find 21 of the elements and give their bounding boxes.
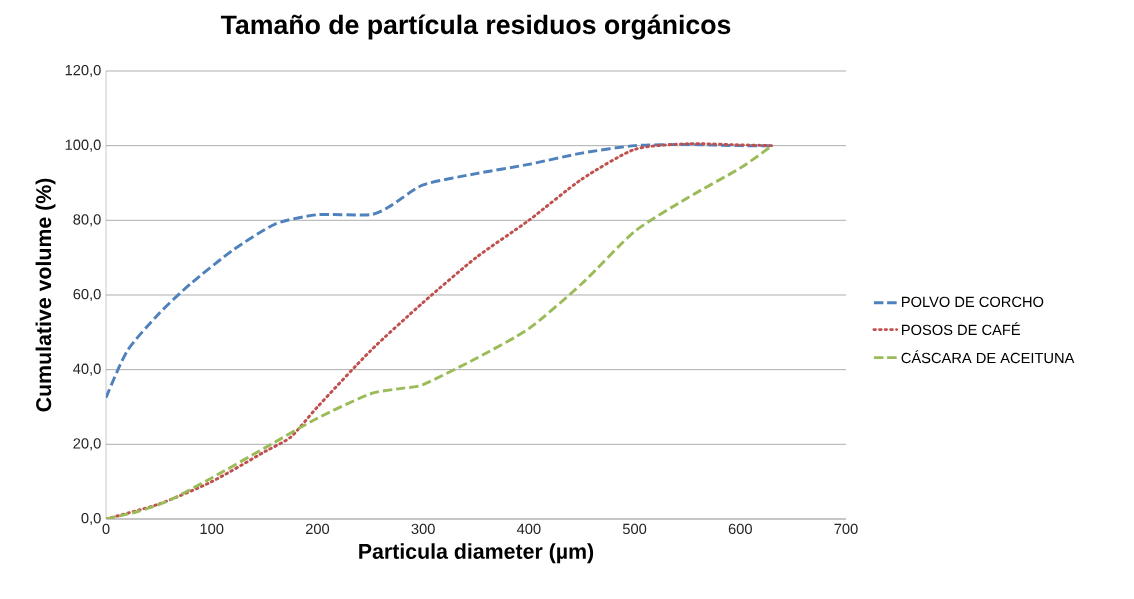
legend-label: CÁSCARA DE ACEITUNA bbox=[901, 350, 1075, 364]
legend-label: POSOS DE CAFÉ bbox=[902, 322, 1020, 336]
y-tick-label: 0,0 bbox=[81, 512, 101, 526]
y-tick-label: 80,0 bbox=[73, 214, 101, 227]
x-tick-label: 100 bbox=[200, 523, 224, 535]
y-tick-label: 100,0 bbox=[65, 139, 101, 152]
x-tick-label: 600 bbox=[728, 523, 752, 535]
x-tick-label: 500 bbox=[622, 523, 647, 535]
y-tick-label: 60,0 bbox=[73, 288, 101, 302]
x-tick-label: 0 bbox=[102, 523, 110, 535]
y-tick-label: 20,0 bbox=[73, 438, 101, 451]
x-axis-title: Particula diameter (µm) bbox=[359, 543, 594, 564]
x-tick-label: 700 bbox=[834, 523, 858, 535]
x-tick-label: 400 bbox=[516, 523, 541, 535]
y-tick-label: 120,0 bbox=[65, 64, 101, 78]
y-tick-label: 40,0 bbox=[73, 363, 101, 376]
y-axis-title: Cumulative volume (%) bbox=[35, 178, 56, 412]
chart-title: Tamaño de partícula residuos orgánicos bbox=[220, 14, 731, 40]
x-tick-label: 300 bbox=[411, 523, 435, 535]
legend-label: POLVO DE CORCHO bbox=[902, 296, 1044, 308]
x-tick-label: 200 bbox=[305, 523, 330, 535]
